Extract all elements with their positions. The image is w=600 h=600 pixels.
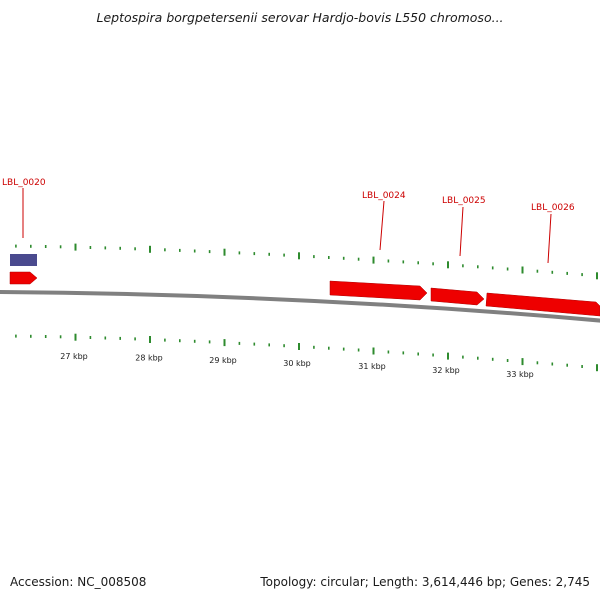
gene-label-lbl-0025[interactable]: LBL_0025 xyxy=(442,196,486,206)
gene-leader-line xyxy=(379,200,385,251)
topology-summary: Topology: circular; Length: 3,614,446 bp… xyxy=(260,575,590,589)
gene-arrow-lbl-0024[interactable] xyxy=(329,280,428,301)
gene-label-lbl-0024[interactable]: LBL_0024 xyxy=(362,191,406,201)
kbp-tick-label: 27 kbp xyxy=(60,352,88,361)
inner-tick-track xyxy=(15,333,598,372)
gene-leader-line xyxy=(459,206,464,257)
gene-arrow-lbl-0026[interactable] xyxy=(485,292,600,317)
kbp-tick-label: 31 kbp xyxy=(358,362,386,371)
chromosome-backbone xyxy=(0,290,600,323)
kbp-scale-labels: 27 kbp 28 kbp 29 kbp 30 kbp 31 kbp 32 kbp 33 k… xyxy=(60,352,534,379)
kbp-tick-label: 32 kbp xyxy=(432,366,460,375)
gene-arrow-lbl-0020[interactable] xyxy=(9,271,38,285)
feature-block[interactable] xyxy=(10,254,37,266)
gene-leader-line xyxy=(547,213,552,264)
kbp-tick-label: 29 kbp xyxy=(209,356,237,365)
page-title: Leptospira borgpetersenii serovar Hardjo… xyxy=(96,10,504,25)
gene-label-group: LBL_0020 LBL_0024 LBL_0025 LBL_0026 xyxy=(2,178,575,264)
kbp-tick-label: 30 kbp xyxy=(283,359,311,368)
outer-tick-track xyxy=(15,243,598,280)
accession-label: Accession: NC_008508 xyxy=(10,575,147,589)
gene-label-lbl-0020[interactable]: LBL_0020 xyxy=(2,178,46,188)
kbp-tick-label: 28 kbp xyxy=(135,354,163,363)
gene-track xyxy=(9,271,600,317)
gene-arrow-lbl-0025[interactable] xyxy=(430,287,485,306)
gene-label-lbl-0026[interactable]: LBL_0026 xyxy=(531,203,575,213)
kbp-tick-label: 33 kbp xyxy=(506,370,534,379)
